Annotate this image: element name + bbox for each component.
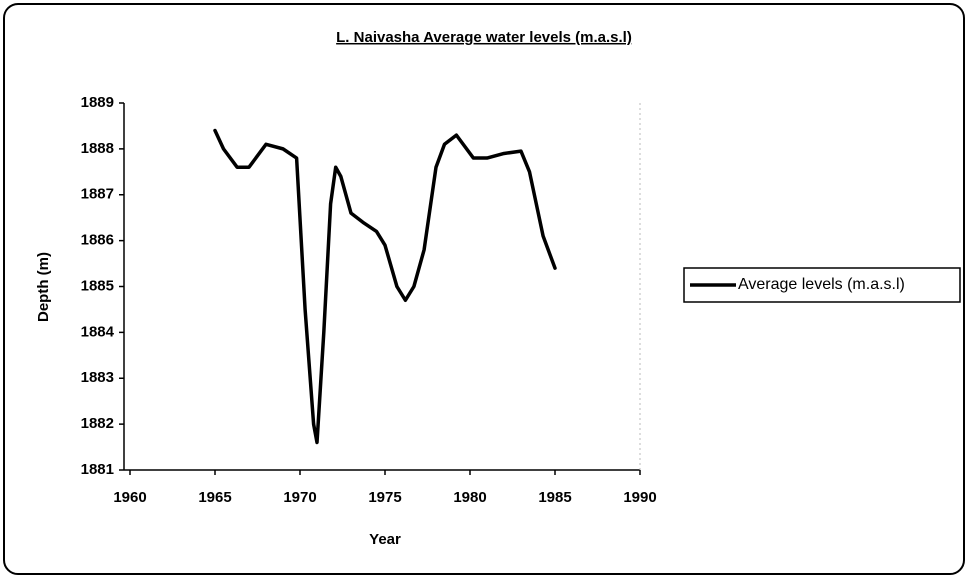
- y-tick-label: 1882: [81, 415, 114, 432]
- x-tick-label: 1990: [623, 489, 656, 506]
- y-tick-label: 1886: [81, 232, 114, 249]
- x-tick-label: 1970: [283, 489, 316, 506]
- y-tick-label: 1887: [81, 186, 114, 203]
- x-tick-label: 1985: [538, 489, 571, 506]
- x-axis-label: Year: [369, 531, 401, 548]
- data-line: [213, 128, 557, 445]
- x-tick-label: 1965: [198, 489, 231, 506]
- y-tick-label: 1888: [81, 140, 114, 157]
- y-tick-label: 1884: [81, 323, 115, 340]
- x-tick-label: 1975: [368, 489, 401, 506]
- chart-frame: [3, 3, 965, 575]
- y-axis-label: Depth (m): [35, 252, 52, 322]
- legend-label: Average levels (m.a.s.l): [738, 276, 905, 293]
- y-tick-label: 1889: [81, 94, 114, 111]
- x-tick-label: 1980: [453, 489, 486, 506]
- y-tick-label: 1883: [81, 369, 114, 386]
- chart-title: L. Naivasha Average water levels (m.a.s.…: [336, 29, 632, 46]
- y-tick-label: 1885: [81, 277, 114, 294]
- x-tick-label: 1960: [113, 489, 146, 506]
- y-tick-label: 1881: [81, 461, 114, 478]
